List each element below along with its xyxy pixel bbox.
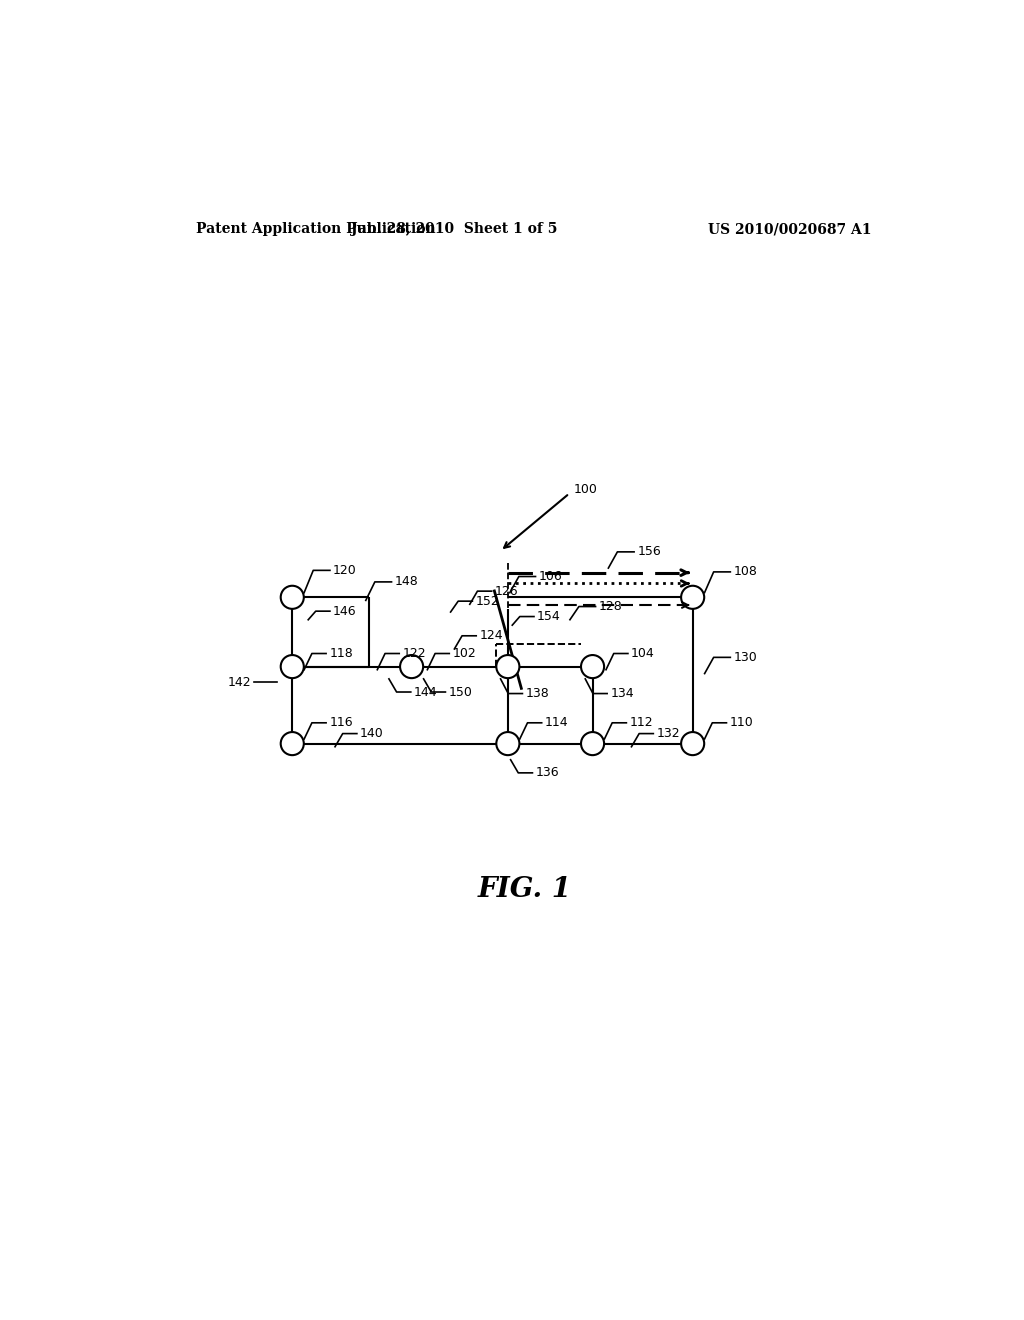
Text: 120: 120 xyxy=(333,564,356,577)
Text: 138: 138 xyxy=(525,686,549,700)
Circle shape xyxy=(400,655,423,678)
Circle shape xyxy=(681,733,705,755)
Circle shape xyxy=(581,655,604,678)
Text: Jan. 28, 2010  Sheet 1 of 5: Jan. 28, 2010 Sheet 1 of 5 xyxy=(351,222,557,236)
Text: US 2010/0020687 A1: US 2010/0020687 A1 xyxy=(708,222,871,236)
Circle shape xyxy=(281,733,304,755)
Circle shape xyxy=(281,655,304,678)
Text: 136: 136 xyxy=(536,767,559,779)
Circle shape xyxy=(681,586,705,609)
Text: 156: 156 xyxy=(637,545,660,558)
Text: 112: 112 xyxy=(630,717,653,730)
Text: 146: 146 xyxy=(333,605,356,618)
Text: 150: 150 xyxy=(449,685,472,698)
Text: 152: 152 xyxy=(475,594,500,607)
Text: Patent Application Publication: Patent Application Publication xyxy=(196,222,435,236)
Text: 134: 134 xyxy=(610,686,634,700)
Circle shape xyxy=(497,733,519,755)
Text: 102: 102 xyxy=(453,647,476,660)
Text: 106: 106 xyxy=(539,570,562,583)
Circle shape xyxy=(497,655,519,678)
Text: 114: 114 xyxy=(545,717,568,730)
Text: 148: 148 xyxy=(394,576,419,589)
Text: 154: 154 xyxy=(538,610,561,623)
Text: 118: 118 xyxy=(330,647,353,660)
Text: 144: 144 xyxy=(414,685,437,698)
Text: 130: 130 xyxy=(733,651,757,664)
Text: 104: 104 xyxy=(631,647,654,660)
Circle shape xyxy=(281,586,304,609)
Text: 116: 116 xyxy=(330,717,353,730)
Text: 140: 140 xyxy=(360,727,384,741)
Text: 142: 142 xyxy=(227,676,252,689)
Text: 108: 108 xyxy=(733,565,758,578)
Text: 126: 126 xyxy=(495,585,518,598)
Text: 100: 100 xyxy=(573,483,597,496)
Text: 128: 128 xyxy=(599,601,623,612)
Text: FIG. 1: FIG. 1 xyxy=(478,876,571,903)
Text: 110: 110 xyxy=(730,717,754,730)
Text: 132: 132 xyxy=(656,727,680,741)
Circle shape xyxy=(581,733,604,755)
Text: 124: 124 xyxy=(479,630,503,643)
Text: 122: 122 xyxy=(402,647,426,660)
